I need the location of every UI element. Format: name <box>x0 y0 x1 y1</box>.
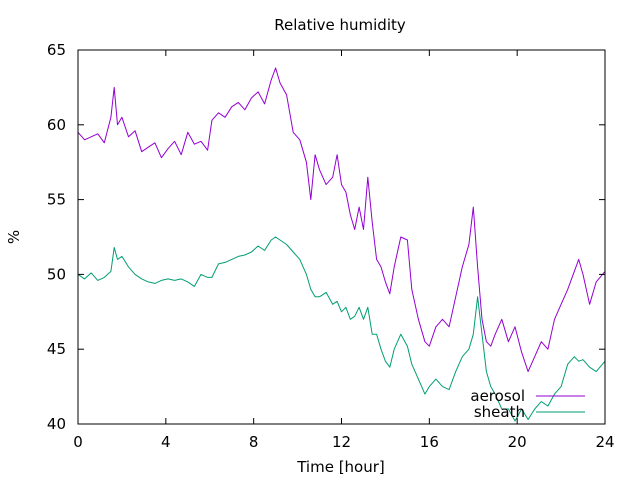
legend-label-aerosol: aerosol <box>470 387 525 405</box>
x-tick-label: 20 <box>508 433 527 451</box>
x-tick-label: 8 <box>249 433 259 451</box>
y-tick-label: 55 <box>47 191 66 209</box>
y-tick-label: 65 <box>47 41 66 59</box>
x-tick-label: 4 <box>161 433 171 451</box>
y-tick-label: 50 <box>47 265 66 283</box>
y-tick-label: 45 <box>47 340 66 358</box>
x-axis: 0 4 8 12 16 20 24 <box>73 50 615 451</box>
y-tick-label: 60 <box>47 116 66 134</box>
y-axis: 40 45 50 55 60 65 <box>47 41 605 433</box>
plot-border <box>77 49 606 425</box>
series-line-sheath <box>77 236 606 422</box>
x-axis-label: Time [hour] <box>296 458 385 476</box>
legend-label-sheath: sheath <box>474 403 525 421</box>
y-axis-label: % <box>5 230 23 244</box>
y-tick-label: 40 <box>47 415 66 433</box>
x-tick-label: 16 <box>420 433 439 451</box>
plot-lines <box>77 67 606 422</box>
x-tick-label: 0 <box>73 433 83 451</box>
chart-title: Relative humidity <box>274 16 406 34</box>
x-tick-label: 24 <box>595 433 614 451</box>
x-tick-label: 12 <box>332 433 351 451</box>
series-line-aerosol <box>77 67 606 373</box>
